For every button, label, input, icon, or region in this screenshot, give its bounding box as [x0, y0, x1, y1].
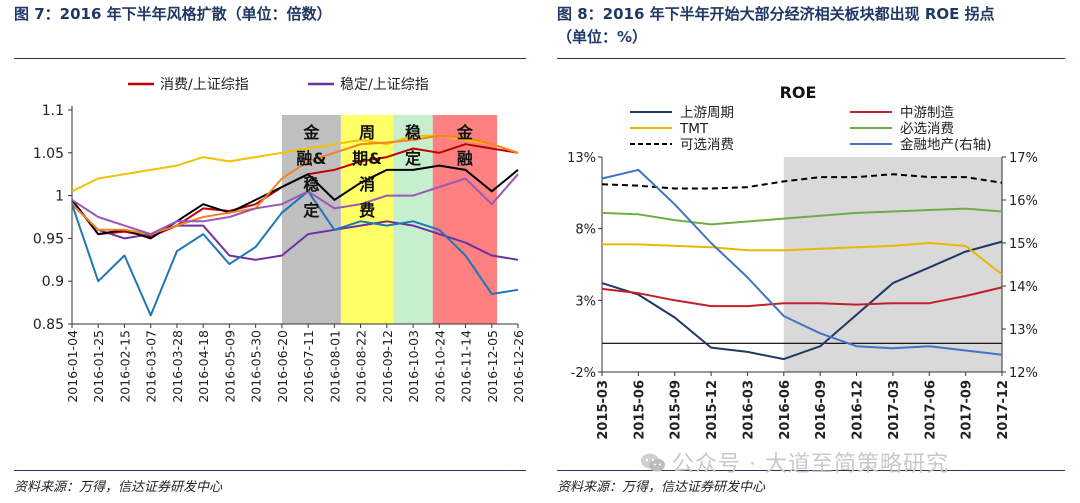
y-tick-label: 1.05: [33, 146, 64, 162]
y2-tick-label: 13%: [1009, 323, 1038, 338]
series-line-6: [71, 173, 519, 236]
x-tick-label: 2016-08-01: [327, 330, 342, 403]
shaded-region: [783, 157, 1002, 372]
chart-title: ROE: [780, 83, 817, 102]
x-tick-label: 2016-03-28: [170, 330, 185, 403]
y2-tick-label: 16%: [1009, 194, 1038, 209]
y2-tick-label: 14%: [1009, 280, 1038, 295]
region-label-char: 金: [302, 123, 320, 142]
y-tick-label: 0.95: [33, 231, 64, 247]
x-tick-label: 2016-09-12: [380, 330, 395, 403]
watermark: 公众号 · 大道至简策略研究: [640, 446, 949, 478]
x-tick-label: 2016-03-07: [144, 330, 159, 403]
x-tick-label: 2016-05-30: [249, 330, 264, 403]
y-tick-label: -2%: [571, 366, 596, 381]
x-tick-label: 2015-12: [705, 380, 720, 440]
y-tick-label: 0.85: [33, 317, 64, 333]
region-label-char: 消: [359, 175, 375, 194]
y-tick-label: 0.9: [42, 274, 64, 290]
y-tick-label: 3%: [575, 294, 596, 309]
region-label-char: 稳: [405, 123, 421, 142]
x-tick-label: 2016-04-18: [196, 330, 211, 403]
y-tick-label: 8%: [575, 223, 596, 238]
x-tick-label: 2016-10-03: [406, 330, 421, 403]
x-tick-label: 2016-12: [851, 380, 866, 440]
x-tick-label: 2016-01-25: [91, 330, 106, 403]
x-tick-label: 2017-03: [887, 380, 902, 440]
region-label-char: 稳: [303, 175, 319, 194]
x-tick-label: 2016-07-11: [301, 330, 316, 403]
region-label-char: 定: [302, 201, 319, 220]
left-source-rule: [14, 470, 526, 471]
legend-label: 稳定/上证综指: [340, 77, 429, 93]
left-source: 资料来源：万得，信达证券研发中心: [14, 480, 223, 495]
left-title-rule: [14, 58, 526, 59]
y-tick-label: 13%: [567, 151, 596, 166]
right-figure-title-line2: （单位：%）: [557, 28, 648, 46]
series-line-4: [601, 173, 1003, 190]
series-line-0: [601, 240, 1003, 361]
legend-label: 中游制造: [900, 105, 954, 121]
x-tick-label: 2016-06-20: [275, 330, 290, 403]
legend-label: 金融地产(右轴): [900, 137, 992, 153]
x-tick-label: 2016-12-05: [485, 330, 500, 403]
region-label-char: 融: [457, 149, 473, 168]
y2-tick-label: 17%: [1009, 151, 1038, 166]
series-line-3: [601, 207, 1003, 226]
left-figure-title: 图 7：2016 年下半年风格扩散（单位：倍数）: [14, 5, 332, 23]
x-tick-label: 2016-12-26: [511, 330, 526, 403]
x-tick-label: 2015-06: [632, 380, 647, 440]
series-line-2: [602, 242, 1003, 276]
x-tick-label: 2015-03: [596, 380, 611, 440]
region-label-char: 融&: [296, 149, 326, 168]
y-tick-label: 1: [55, 189, 64, 205]
region-label-char: 费: [359, 201, 375, 220]
legend-label: 消费/上证综指: [160, 77, 249, 93]
x-tick-label: 2016-06: [778, 380, 793, 440]
style-region-0: [281, 115, 341, 324]
watermark-text: 公众号 · 大道至简策略研究: [672, 452, 949, 477]
y-tick-label: 1.1: [42, 103, 64, 119]
x-tick-label: 2017-09: [960, 380, 975, 440]
right-figure-title-line1: 图 8：2016 年下半年开始大部分经济相关板块都出现 ROE 拐点: [557, 5, 995, 23]
x-tick-label: 2016-03: [741, 380, 756, 440]
region-label-char: 周: [359, 123, 375, 142]
series-line-2: [71, 164, 519, 240]
style-region-2: [393, 115, 433, 324]
wechat-icon: [640, 452, 666, 474]
legend-label: 可选消费: [680, 137, 734, 153]
region-label-char: 定: [404, 149, 421, 168]
series-line-5: [71, 190, 519, 317]
x-tick-label: 2016-10-24: [432, 330, 447, 403]
legend-label: 必选消费: [900, 121, 954, 137]
x-tick-label: 2016-08-22: [354, 330, 369, 403]
series-line-1: [601, 286, 1003, 308]
style-region-3: [432, 115, 498, 324]
region-label-char: 期&: [352, 149, 382, 168]
x-tick-label: 2017-06: [923, 380, 938, 440]
region-label-char: 金: [456, 123, 474, 142]
x-tick-label: 2015-09: [669, 380, 684, 440]
x-tick-label: 2016-01-04: [65, 330, 80, 403]
y2-tick-label: 12%: [1009, 366, 1038, 381]
x-tick-label: 2017-12: [996, 380, 1011, 440]
legend-label: TMT: [679, 121, 709, 137]
right-chart: ROE 13% 8% 3% -2% 17% 16% 15% 14% 13% 12% 2015-03 20…: [567, 83, 1038, 440]
style-region-1: [340, 115, 394, 324]
x-tick-label: 2016-02-15: [117, 330, 132, 403]
series-line-1: [71, 203, 519, 261]
series-line-5: [601, 168, 1003, 356]
y2-tick-label: 15%: [1009, 237, 1038, 252]
x-tick-label: 2016-05-09: [222, 330, 237, 403]
right-title-rule: [557, 58, 1065, 59]
x-tick-label: 2016-11-14: [459, 330, 474, 403]
right-source-rule: [557, 470, 1065, 471]
x-tick-label: 2016-09: [814, 380, 829, 440]
legend-label: 上游周期: [680, 105, 734, 121]
right-source: 资料来源：万得，信达证券研发中心: [557, 480, 766, 495]
